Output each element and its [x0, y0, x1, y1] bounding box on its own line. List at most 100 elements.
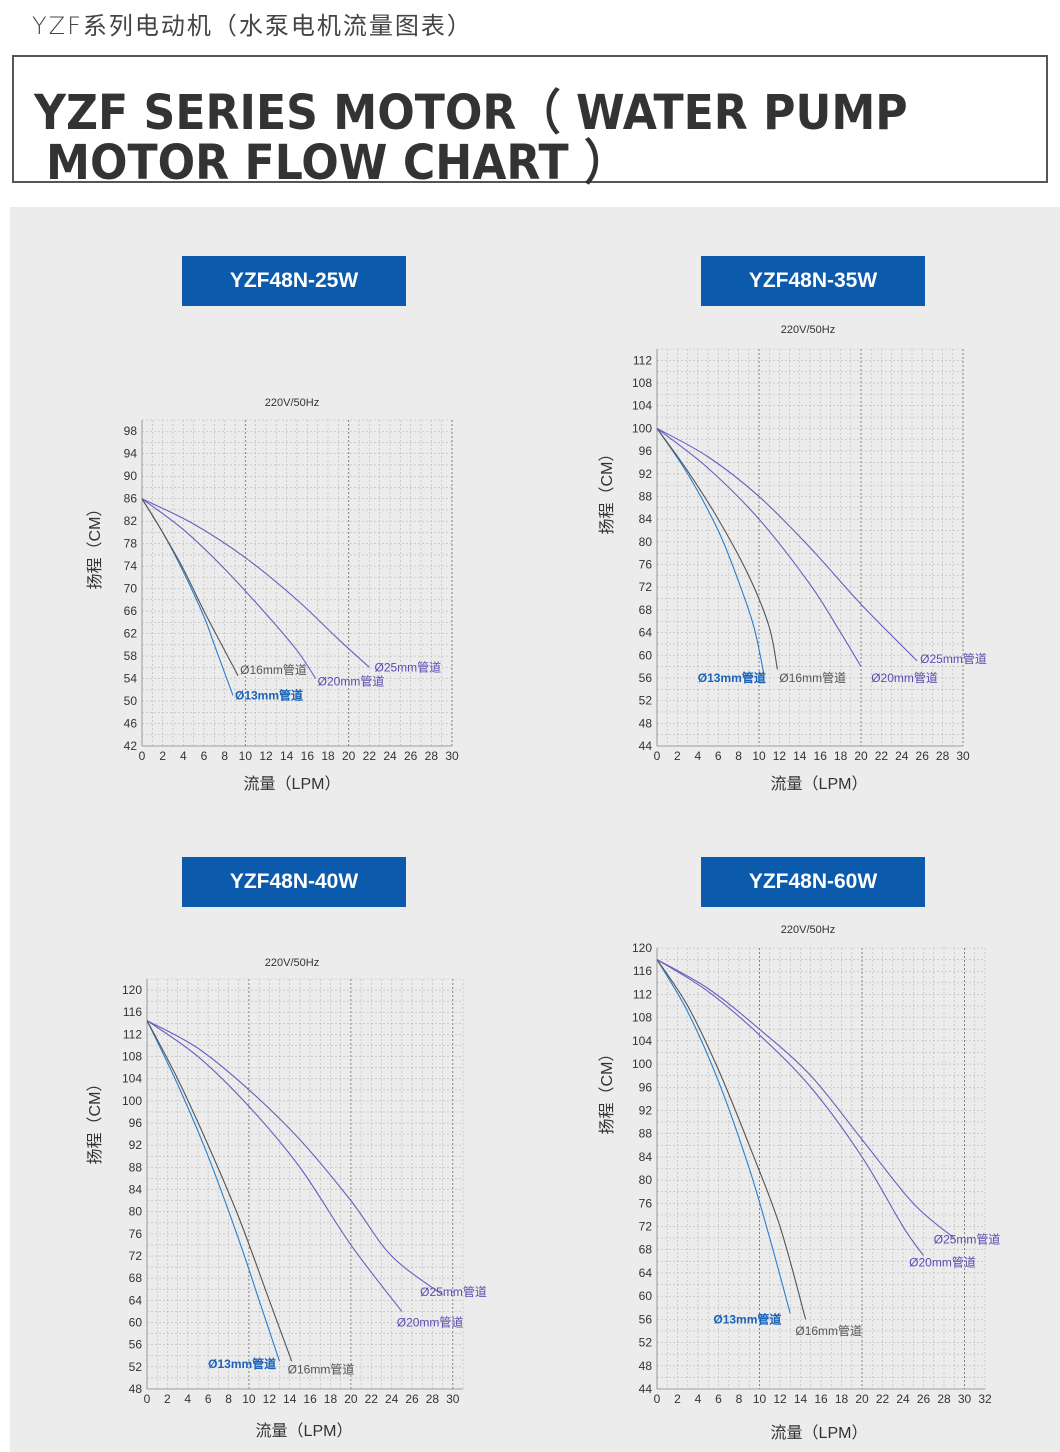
y-tick-label: 90	[124, 469, 138, 483]
y-tick-label: 54	[124, 672, 138, 686]
y-tick-label: 60	[639, 648, 653, 662]
chart-title: 220V/50Hz	[265, 397, 319, 409]
series-line	[656, 427, 862, 667]
y-tick-label: 60	[639, 1289, 653, 1303]
y-tick-label: 62	[124, 627, 138, 641]
y-tick-label: 82	[124, 514, 138, 528]
y-tick-label: 100	[632, 1057, 652, 1071]
y-tick-label: 52	[639, 1336, 653, 1350]
series-label: Ø13mm管道	[698, 670, 766, 685]
x-tick-label: 2	[159, 749, 166, 763]
x-tick-label: 10	[753, 1392, 767, 1406]
y-tick-label: 68	[639, 1243, 653, 1257]
y-tick-label: 70	[124, 582, 138, 596]
x-tick-label: 22	[875, 749, 889, 763]
y-tick-label: 84	[639, 512, 653, 526]
x-tick-label: 16	[303, 1392, 317, 1406]
y-tick-label: 104	[122, 1072, 142, 1086]
y-tick-label: 72	[639, 580, 653, 594]
y-tick-label: 64	[639, 626, 653, 640]
y-tick-label: 48	[129, 1382, 143, 1396]
series-label: Ø13mm管道	[208, 1356, 276, 1371]
x-tick-label: 28	[426, 1392, 440, 1406]
title-box: YZF SERIES MOTOR（ WATER PUMP MOTOR FLOW …	[12, 55, 1048, 191]
x-tick-label: 24	[383, 749, 397, 763]
series-line	[146, 1020, 293, 1362]
y-tick-label: 50	[124, 694, 138, 708]
chart-3: 0 2 4 6 8 10 12 14 16 18 20 22 24 26 28 30 3244485256606…	[598, 924, 1000, 1442]
y-tick-label: 92	[129, 1138, 143, 1152]
y-tick-label: 116	[633, 964, 652, 978]
y-tick-label: 64	[129, 1293, 143, 1307]
y-tick-label: 78	[124, 537, 138, 551]
x-tick-label: 0	[654, 1392, 661, 1406]
chart-title: 220V/50Hz	[781, 924, 835, 936]
x-tick-label: 28	[937, 1392, 951, 1406]
x-tick-label: 8	[225, 1392, 232, 1406]
series-label: Ø13mm管道	[235, 687, 303, 702]
y-tick-label: 44	[639, 1382, 653, 1396]
series-line	[141, 498, 239, 676]
x-tick-label: 30	[958, 1392, 972, 1406]
x-tick-label: 24	[896, 1392, 910, 1406]
y-tick-label: 108	[122, 1050, 142, 1064]
x-axis-label: 流量（LPM）	[771, 1424, 868, 1442]
y-axis-label: 扬程（CM）	[86, 1076, 104, 1165]
y-tick-label: 108	[632, 1011, 652, 1025]
x-tick-label: 26	[405, 1392, 419, 1406]
x-tick-label: 28	[425, 749, 439, 763]
series-label: Ø16mm管道	[240, 662, 307, 677]
y-tick-label: 46	[124, 717, 138, 731]
x-tick-label: 6	[205, 1392, 212, 1406]
series-line	[656, 428, 778, 670]
x-tick-label: 22	[363, 749, 377, 763]
series-label: Ø20mm管道	[397, 1315, 464, 1330]
y-tick-label: 52	[129, 1360, 143, 1374]
series-line	[656, 427, 918, 662]
x-tick-label: 22	[365, 1392, 379, 1406]
series-label: Ø20mm管道	[318, 673, 385, 688]
y-tick-label: 116	[123, 1005, 142, 1019]
y-tick-label: 96	[639, 1080, 653, 1094]
series-line	[146, 1020, 443, 1296]
page-subtitle-cn: YZF系列电动机（水泵电机流量图表）	[32, 12, 473, 40]
y-tick-label: 68	[129, 1271, 143, 1285]
x-tick-label: 24	[385, 1392, 399, 1406]
chart-1: 0 2 4 6 8 10 12 14 16 18 20 22 24 26 28 304448525660646…	[598, 324, 987, 793]
y-axis-label: 扬程（CM）	[86, 501, 104, 590]
x-tick-label: 18	[321, 749, 335, 763]
x-tick-label: 32	[978, 1392, 992, 1406]
y-tick-label: 68	[639, 603, 653, 617]
x-tick-label: 26	[404, 749, 418, 763]
series-line	[141, 498, 317, 679]
y-tick-label: 72	[129, 1249, 143, 1263]
chart-title: 220V/50Hz	[781, 324, 835, 336]
y-tick-label: 76	[639, 558, 653, 572]
y-tick-label: 60	[129, 1316, 143, 1330]
x-tick-label: 16	[814, 1392, 828, 1406]
x-tick-label: 14	[280, 749, 294, 763]
x-tick-label: 8	[735, 749, 742, 763]
x-tick-label: 30	[956, 749, 970, 763]
x-tick-label: 6	[715, 749, 722, 763]
x-tick-label: 30	[445, 749, 459, 763]
x-axis-label: 流量（LPM）	[244, 775, 341, 793]
model-tag-40w: YZF48N-40W	[182, 857, 406, 907]
x-tick-label: 2	[164, 1392, 171, 1406]
y-tick-label: 112	[123, 1027, 142, 1041]
series-line	[656, 959, 955, 1239]
y-tick-label: 80	[639, 535, 653, 549]
series-label: Ø16mm管道	[795, 1323, 862, 1338]
x-tick-label: 20	[342, 749, 356, 763]
series-label: Ø25mm管道	[375, 659, 442, 674]
y-tick-label: 44	[639, 739, 653, 753]
y-tick-label: 96	[129, 1116, 143, 1130]
x-tick-label: 18	[834, 749, 848, 763]
x-axis-label: 流量（LPM）	[771, 775, 868, 793]
x-tick-label: 10	[239, 749, 253, 763]
x-tick-label: 4	[184, 1392, 191, 1406]
y-tick-label: 52	[639, 694, 653, 708]
x-tick-label: 22	[876, 1392, 890, 1406]
x-tick-label: 30	[446, 1392, 460, 1406]
x-tick-label: 0	[139, 749, 146, 763]
